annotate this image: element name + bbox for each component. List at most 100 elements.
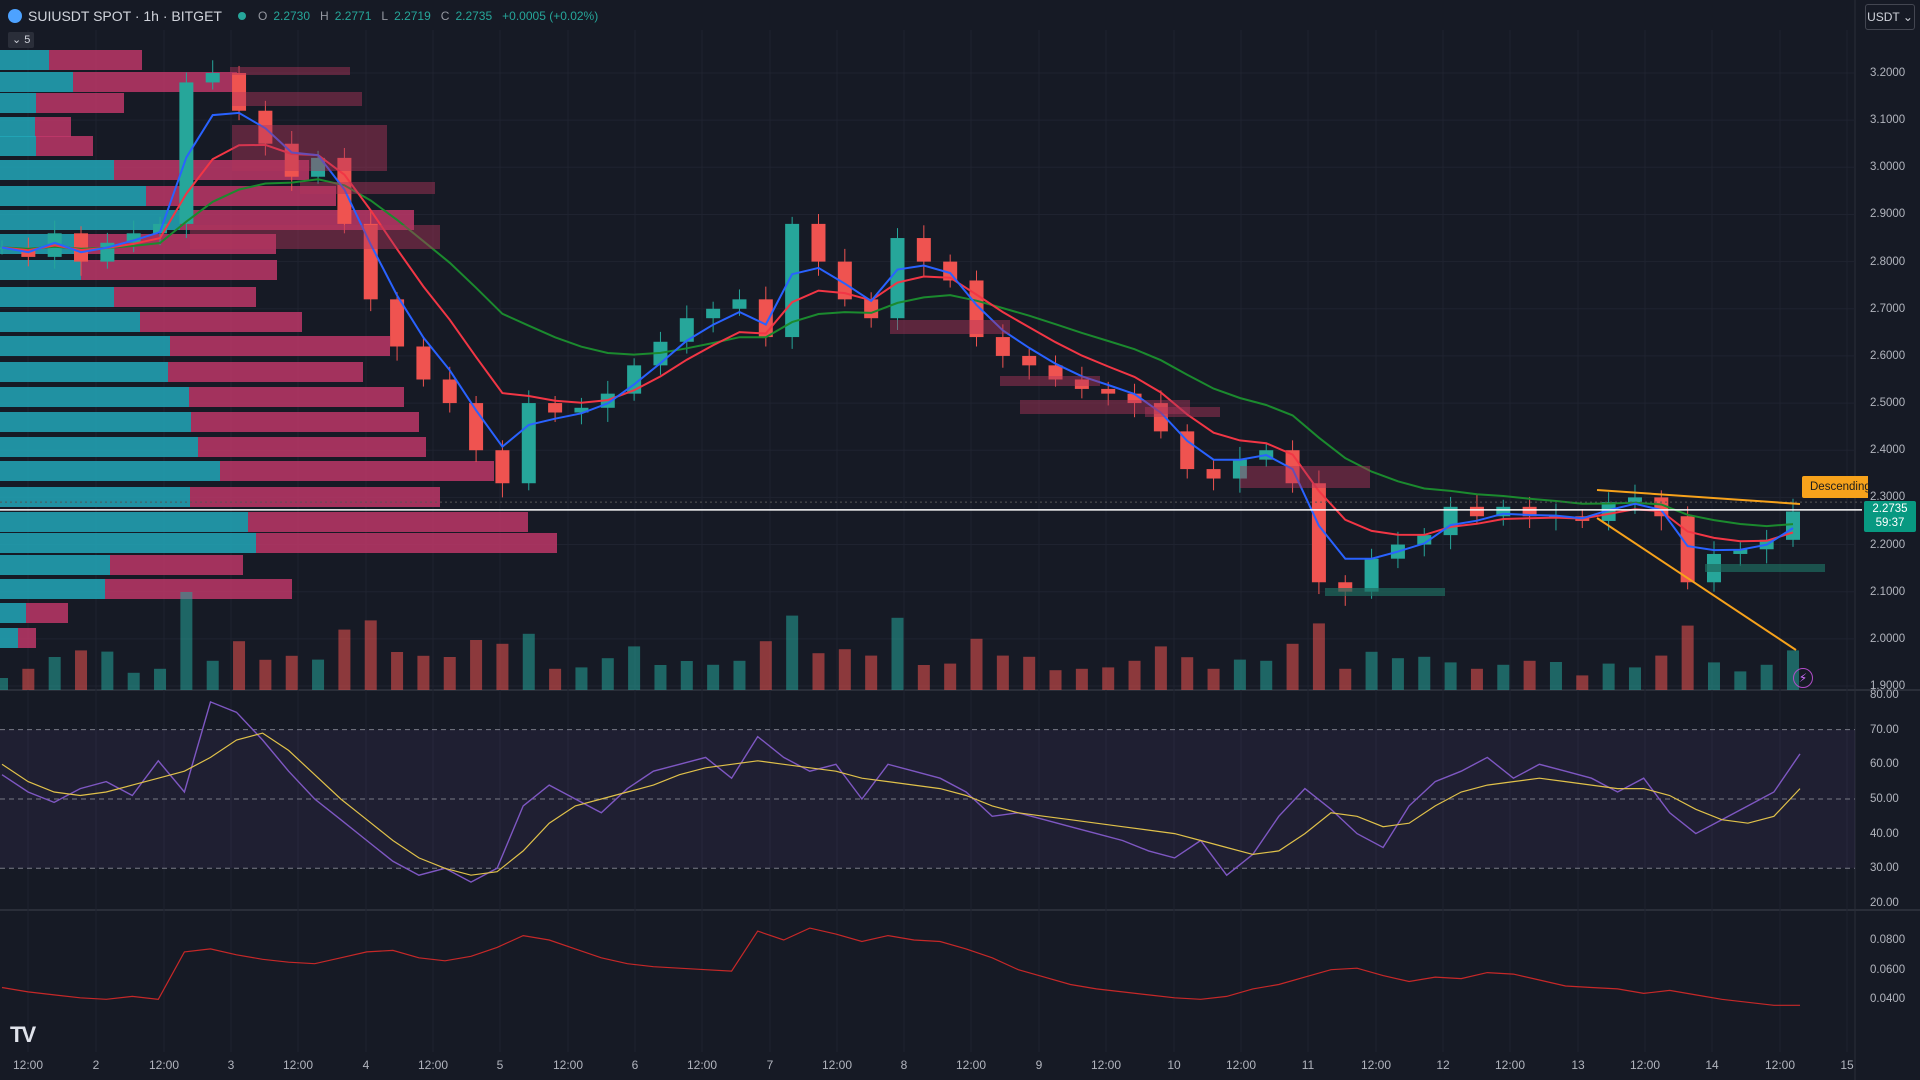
rsi-line [1, 700, 1801, 883]
volume-bar [707, 664, 720, 690]
time-tick-label: 5 [496, 1058, 504, 1072]
volume-bar [1207, 668, 1220, 690]
atr-tick-label: 0.0400 [1870, 993, 1906, 1006]
tradingview-logo-icon[interactable]: TV [10, 1022, 36, 1047]
volume-bar [75, 650, 88, 690]
supply-zone [190, 225, 440, 249]
candle-body [1022, 355, 1037, 366]
volume-bar [285, 655, 298, 690]
volume-bar [1444, 662, 1457, 690]
price-tick-label: 2.9000 [1870, 208, 1906, 221]
volume-profile-buy [0, 160, 114, 180]
volume-bar [1734, 671, 1747, 690]
volume-bar [996, 655, 1009, 690]
volume-profile-sell [81, 260, 277, 280]
volume-bar [1707, 662, 1720, 690]
volume-bar [733, 660, 746, 690]
time-tick-label: 6 [631, 1058, 639, 1072]
indicators-collapse-button[interactable]: ⌄ 5 [8, 32, 35, 48]
volume-bar [970, 638, 983, 690]
candle-body [969, 280, 984, 338]
candle-body [679, 318, 694, 342]
time-tick-label: 2 [92, 1058, 100, 1072]
volume-bar [1497, 664, 1510, 690]
price-tick-label: 3.1000 [1870, 114, 1906, 127]
volume-bar [522, 633, 535, 690]
volume-bar [1418, 656, 1431, 690]
volume-profile-sell [191, 412, 419, 432]
volume-profile-sell [114, 287, 256, 307]
last-price-tag: 2.2735 59:37 [1864, 501, 1916, 532]
volume-bar [417, 655, 430, 690]
rsi-tick-label: 60.00 [1870, 758, 1899, 771]
volume-bar [891, 617, 904, 690]
volume-profile-sell [189, 387, 404, 407]
candle-body [416, 346, 431, 380]
volume-bar [391, 652, 404, 690]
pattern-label[interactable]: Descending [1802, 476, 1868, 498]
candle-body [706, 308, 721, 319]
volume-profile-buy [0, 628, 18, 648]
supply-zone [232, 125, 387, 171]
volume-bar [233, 641, 246, 690]
time-tick-label: 12:00 [955, 1058, 987, 1072]
volume-profile-sell [198, 437, 426, 457]
price-tick-label: 2.8000 [1870, 255, 1906, 268]
volume-bar [680, 661, 693, 690]
lightning-icon[interactable]: ⚡ [1793, 668, 1813, 688]
volume-bar [1365, 651, 1378, 690]
candle-body [732, 299, 747, 309]
volume-profile-buy [0, 186, 146, 206]
time-tick-label: 12:00 [1764, 1058, 1796, 1072]
time-tick-label: 9 [1035, 1058, 1043, 1072]
candle-body [1074, 379, 1089, 389]
candle-body [1627, 497, 1642, 503]
candle-body [1680, 516, 1695, 583]
volume-bar [1023, 656, 1036, 690]
volume-profile-sell [114, 160, 309, 180]
volume-bar [1681, 625, 1694, 690]
symbol-header[interactable]: SUIUSDT SPOT · 1h · BITGET O 2.2730 H 2.27… [8, 6, 602, 26]
volume-profile-buy [0, 50, 49, 70]
time-tick-label: 12:00 [282, 1058, 314, 1072]
time-tick-label: 12:00 [821, 1058, 853, 1072]
rsi-tick-label: 50.00 [1870, 792, 1899, 805]
demand-zone [1705, 564, 1825, 572]
atr-tick-label: 0.0800 [1870, 934, 1906, 946]
currency-select[interactable]: USDT ⌄ [1865, 4, 1915, 30]
candle-body [1206, 469, 1221, 479]
volume-bar [1391, 658, 1404, 690]
supply-zone [1020, 400, 1190, 414]
price-tick-label: 2.1000 [1870, 585, 1906, 598]
price-tick-label: 3.0000 [1870, 161, 1906, 174]
time-tick-label: 12:00 [417, 1058, 449, 1072]
volume-profile-buy [0, 387, 189, 407]
symbol-title[interactable]: SUIUSDT SPOT · 1h · BITGET [28, 8, 222, 24]
low-value: 2.2719 [394, 9, 431, 23]
volume-bar [1233, 659, 1246, 690]
price-tick-label: 2.4000 [1870, 444, 1906, 457]
time-tick-label: 12 [1436, 1058, 1450, 1072]
candle-body [1522, 506, 1537, 517]
price-tick-label: 2.3000 [1870, 491, 1906, 504]
volume-profile-buy [0, 512, 248, 532]
volume-profile-sell [146, 186, 336, 206]
volume-bar [1549, 662, 1562, 690]
candle-body [1733, 549, 1748, 554]
volume-profile-sell [26, 603, 68, 623]
candle-body [1048, 365, 1063, 380]
candle-body [995, 337, 1010, 356]
candle-body [1311, 483, 1326, 583]
volume-bar [1049, 670, 1062, 690]
volume-profile-sell [248, 512, 528, 532]
rsi-tick-label: 40.00 [1870, 827, 1899, 840]
volume-bar [1576, 675, 1589, 690]
rsi-ma-line [1, 732, 1801, 876]
candle-body [785, 223, 800, 338]
volume-profile-sell [168, 362, 363, 382]
volume-bar [180, 592, 193, 690]
supply-zone [1000, 376, 1100, 386]
sui-coin-icon [8, 9, 22, 23]
candle-body [916, 238, 931, 262]
